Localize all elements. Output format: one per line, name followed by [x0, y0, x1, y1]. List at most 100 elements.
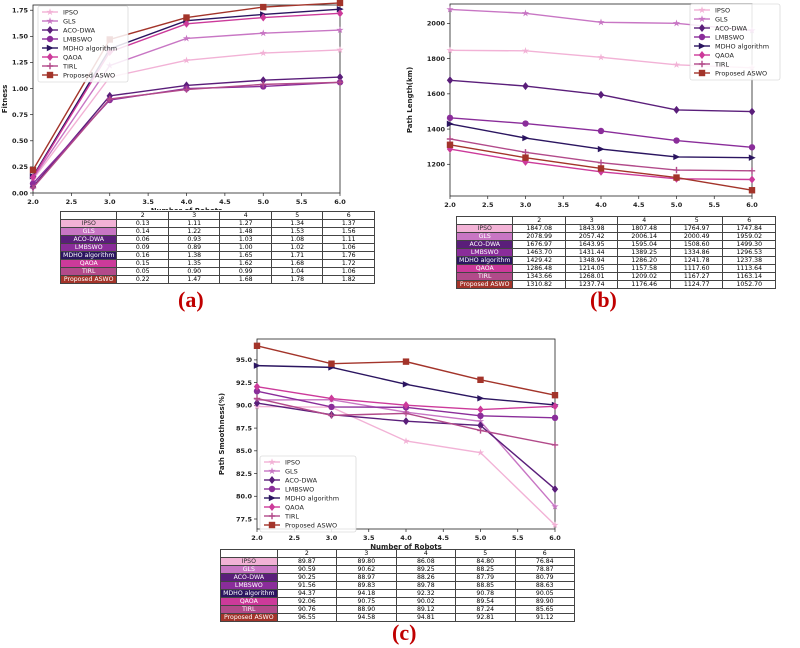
table-row-label: GLS [220, 565, 278, 574]
legend-marker [46, 26, 54, 34]
table-row-label: QAOA [455, 264, 514, 273]
data-point-lmbswo [522, 120, 529, 127]
table-cell: 1268.01 [564, 272, 619, 281]
table-corner-cell [455, 216, 514, 225]
data-point-qaoa [477, 405, 484, 414]
legend-marker [698, 6, 706, 14]
data-point-proposed-aswo [673, 174, 680, 181]
x-tick-label: 5.5 [296, 198, 308, 206]
y-tick-label: 1600 [427, 90, 446, 98]
data-point-ipso [446, 46, 454, 54]
table-cell: 1643.95 [564, 240, 619, 249]
table-cell: 1.47 [167, 275, 221, 284]
data-point-qaoa [253, 382, 261, 391]
chart-panel-c: 2.0 2.5 3.0 3.5 4.0 4.5 5.0 5.5 6.0 77.5 80.0 82.5 8… [200, 325, 600, 622]
data-point-aco-dwa [551, 485, 559, 494]
table-cell: 89.12 [395, 605, 457, 614]
data-point-qaoa [183, 19, 190, 28]
table-cell: 1.37 [322, 219, 375, 228]
table-row: IPSO 89.87 89.80 86.08 84.80 76.84 [220, 557, 575, 566]
data-point-proposed-aswo [336, 0, 344, 7]
table-row-label: MDHO algorithm [220, 589, 278, 598]
table-cell: 1124.77 [669, 280, 724, 289]
data-point-gls [259, 29, 267, 37]
x-tick-label: 2.5 [482, 201, 494, 209]
data-point-ipso [551, 521, 559, 529]
data-point-lmbswo [477, 412, 484, 420]
table-row-label: GLS [59, 227, 118, 236]
table-header-cell: 6 [514, 549, 575, 558]
x-tick-label: 4.5 [633, 201, 645, 209]
legend-marker [268, 521, 276, 529]
table-cell: 2006.14 [617, 232, 671, 241]
table-row-label: TIRL [455, 272, 514, 281]
table-cell: 0.90 [167, 267, 221, 276]
table-row-label: LMBSWO [59, 243, 118, 252]
table-cell: 1.78 [270, 275, 324, 284]
table-row-label: ACO-DWA [220, 573, 278, 582]
table-cell: 0.13 [116, 219, 169, 228]
y-tick-label: 95.0 [236, 356, 253, 364]
y-tick-label: 1.00 [12, 85, 29, 93]
table-corner-cell [220, 549, 278, 558]
table-cell: 1286.48 [512, 264, 566, 273]
data-point-qaoa [336, 9, 344, 18]
table-cell: 90.75 [336, 597, 397, 606]
data-point-mdho-algorithm [253, 362, 261, 369]
legend-label: GLS [285, 467, 298, 475]
data-point-tirl [477, 427, 484, 434]
data-point-qaoa [551, 402, 559, 411]
data-point-proposed-aswo [29, 166, 37, 174]
table-row: TIRL 90.76 88.90 89.12 87.24 85.65 [220, 605, 575, 614]
legend-label: IPSO [63, 8, 78, 16]
table-cell: 1463.70 [512, 248, 566, 257]
x-tick-label: 3.0 [104, 198, 116, 206]
table-cell: 1595.04 [617, 240, 671, 249]
data-point-lmbswo [551, 414, 559, 422]
legend-label: TIRL [284, 512, 299, 520]
legend-marker [698, 60, 706, 68]
data-point-qaoa [402, 401, 410, 410]
table-cell: 92.06 [276, 597, 338, 606]
table-row-label: QAOA [220, 597, 278, 606]
legend-label: MDHO algorithm [63, 44, 117, 52]
path-smoothness-table: 2 3 4 5 6 IPSO 89.87 89.80 86.08 84.80 76.84 GLS 90.… [220, 549, 575, 622]
y-axis-label: Path Length(km) [406, 67, 414, 133]
table-cell: 2078.99 [512, 232, 566, 241]
legend-marker [268, 503, 276, 511]
series-line-lmbswo [32, 81, 341, 185]
y-tick-label: 1200 [427, 161, 446, 169]
data-point-proposed-aswo [253, 342, 261, 350]
table-row-label: LMBSWO [220, 581, 278, 590]
x-tick-label: 3.5 [363, 534, 375, 542]
legend-marker [46, 35, 54, 43]
data-point-gls [551, 502, 559, 510]
legend-marker [46, 8, 54, 16]
legend-label: ACO-DWA [63, 26, 96, 34]
data-point-aco-dwa [402, 417, 410, 426]
table-cell: 88.25 [455, 565, 516, 574]
legend-box [37, 5, 129, 83]
table-cell: 94.37 [276, 589, 338, 598]
legend-label: LMBSWO [285, 485, 314, 493]
table-cell: 88.90 [336, 605, 397, 614]
table-cell: 0.14 [116, 227, 169, 236]
table-header-cell: 2 [512, 216, 566, 225]
table-cell: 86.08 [395, 557, 457, 566]
table-cell: 1.53 [270, 227, 324, 236]
data-point-tirl [260, 81, 267, 88]
table-row: MDHO algorithm 94.37 94.18 92.32 90.78 90.05 [220, 589, 575, 598]
x-tick-label: 5.0 [671, 201, 683, 209]
y-tick-label: 0.00 [12, 189, 29, 197]
legend-label: ACO-DWA [285, 476, 318, 484]
table-header-cell: 4 [617, 216, 671, 225]
table-cell: 1296.53 [722, 248, 776, 257]
legend-label: ACO-DWA [715, 24, 748, 32]
table-cell: 1676.97 [512, 240, 566, 249]
table-cell: 90.05 [514, 589, 575, 598]
panel-label-b: (b) [590, 287, 617, 312]
x-tick-label: 3.5 [557, 201, 569, 209]
data-point-qaoa [29, 173, 37, 182]
table-cell: 80.79 [514, 573, 575, 582]
legend-label: LMBSWO [715, 33, 744, 41]
